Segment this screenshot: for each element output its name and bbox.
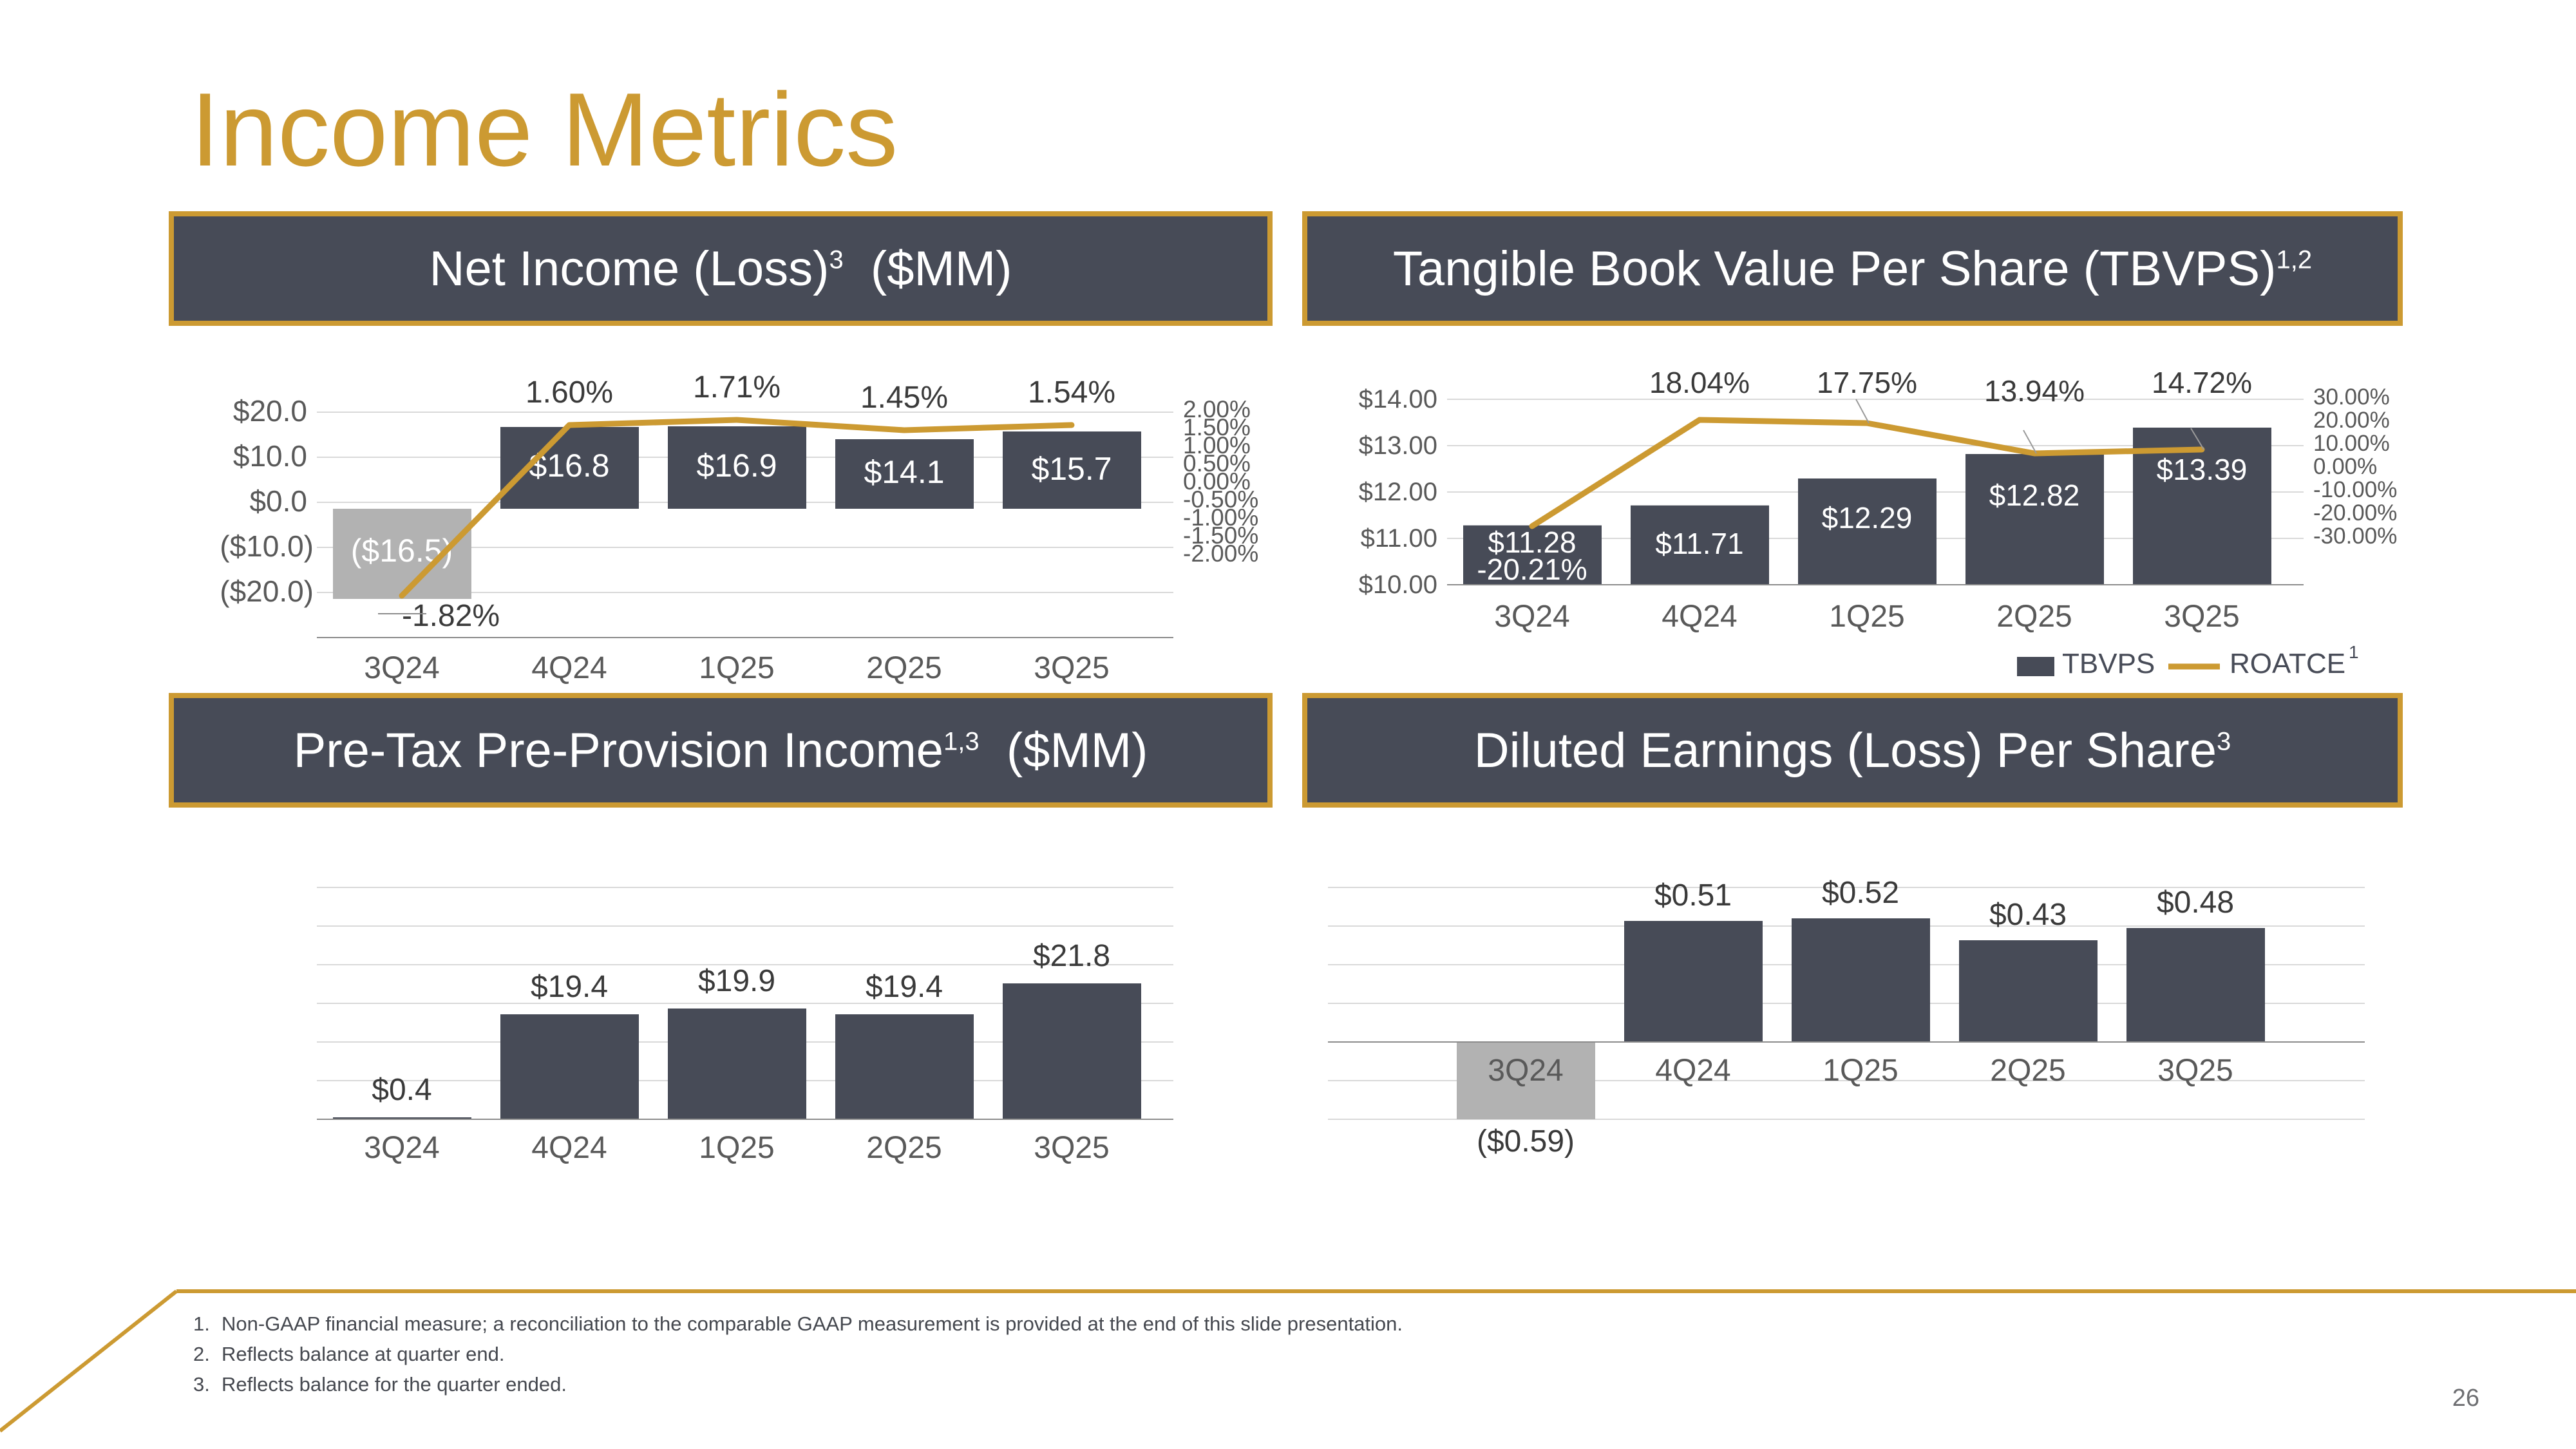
svg-text:18.04%: 18.04% xyxy=(1649,366,1750,399)
svg-text:3Q24: 3Q24 xyxy=(1494,600,1569,634)
svg-text:$16.9: $16.9 xyxy=(696,448,777,484)
svg-text:1.45%: 1.45% xyxy=(860,381,948,415)
svg-text:2Q25: 2Q25 xyxy=(866,651,942,685)
svg-text:$21.8: $21.8 xyxy=(1033,939,1110,973)
svg-text:$0.52: $0.52 xyxy=(1822,876,1899,910)
svg-text:$11.00: $11.00 xyxy=(1361,524,1437,553)
svg-text:3Q25: 3Q25 xyxy=(1034,651,1109,685)
svg-text:$10.00: $10.00 xyxy=(1359,571,1437,599)
svg-text:1.54%: 1.54% xyxy=(1028,375,1115,410)
svg-text:$0.48: $0.48 xyxy=(2157,886,2234,920)
svg-text:1Q25: 1Q25 xyxy=(1829,600,1904,634)
svg-text:1Q25: 1Q25 xyxy=(699,1131,774,1165)
svg-text:($20.0): ($20.0) xyxy=(220,574,314,608)
svg-text:($10.0): ($10.0) xyxy=(220,529,314,563)
svg-text:14.72%: 14.72% xyxy=(2152,366,2252,399)
svg-text:$19.9: $19.9 xyxy=(698,964,775,998)
svg-text:$0.4: $0.4 xyxy=(372,1073,431,1107)
svg-text:$12.29: $12.29 xyxy=(1822,501,1913,535)
svg-text:$11.71: $11.71 xyxy=(1655,527,1743,560)
svg-text:$12.00: $12.00 xyxy=(1359,478,1437,506)
svg-text:17.75%: 17.75% xyxy=(1817,366,1917,399)
svg-text:3Q25: 3Q25 xyxy=(1034,1131,1109,1165)
svg-text:3Q24: 3Q24 xyxy=(364,1131,439,1165)
svg-text:($0.59): ($0.59) xyxy=(1477,1124,1575,1159)
svg-text:4Q24: 4Q24 xyxy=(1655,1054,1730,1088)
svg-text:-20.21%: -20.21% xyxy=(1477,553,1587,586)
svg-text:13.94%: 13.94% xyxy=(1984,374,2085,408)
svg-text:$19.4: $19.4 xyxy=(866,970,943,1004)
svg-text:-2.00%: -2.00% xyxy=(1183,540,1258,567)
svg-text:-10.00%: -10.00% xyxy=(2313,477,2397,502)
svg-text:$13.00: $13.00 xyxy=(1359,431,1437,460)
svg-text:$15.7: $15.7 xyxy=(1031,451,1112,487)
svg-text:1: 1 xyxy=(2349,642,2359,662)
svg-text:TBVPS: TBVPS xyxy=(2062,648,2155,679)
svg-text:20.00%: 20.00% xyxy=(2313,408,2390,433)
svg-text:3Q24: 3Q24 xyxy=(1488,1054,1563,1088)
svg-text:$10.0: $10.0 xyxy=(233,439,307,473)
svg-text:$14.1: $14.1 xyxy=(864,454,944,490)
svg-text:3Q24: 3Q24 xyxy=(364,651,439,685)
svg-text:$0.51: $0.51 xyxy=(1654,878,1732,913)
svg-text:4Q24: 4Q24 xyxy=(531,651,607,685)
svg-text:0.00%: 0.00% xyxy=(2313,454,2377,479)
svg-text:$12.82: $12.82 xyxy=(1989,478,2080,512)
svg-text:3Q25: 3Q25 xyxy=(2164,600,2239,634)
svg-text:30.00%: 30.00% xyxy=(2313,384,2390,410)
svg-text:-30.00%: -30.00% xyxy=(2313,524,2397,549)
svg-text:3Q25: 3Q25 xyxy=(2157,1054,2233,1088)
svg-text:-20.00%: -20.00% xyxy=(2313,500,2397,526)
svg-text:$13.39: $13.39 xyxy=(2157,453,2248,486)
svg-text:$0.43: $0.43 xyxy=(1989,898,2067,932)
svg-text:4Q24: 4Q24 xyxy=(531,1131,607,1165)
svg-text:1Q25: 1Q25 xyxy=(699,651,774,685)
svg-text:2Q25: 2Q25 xyxy=(866,1131,942,1165)
svg-text:10.00%: 10.00% xyxy=(2313,431,2390,456)
svg-text:$19.4: $19.4 xyxy=(531,970,608,1004)
svg-text:ROATCE: ROATCE xyxy=(2230,648,2345,679)
svg-text:1Q25: 1Q25 xyxy=(1823,1054,1898,1088)
svg-text:1.60%: 1.60% xyxy=(526,375,613,410)
svg-text:$14.00: $14.00 xyxy=(1359,385,1437,413)
svg-text:1.71%: 1.71% xyxy=(693,370,781,404)
svg-text:-1.82%: -1.82% xyxy=(402,599,500,633)
svg-text:2Q25: 2Q25 xyxy=(1990,1054,2065,1088)
svg-text:$0.0: $0.0 xyxy=(249,484,307,518)
svg-text:2Q25: 2Q25 xyxy=(1996,600,2072,634)
svg-text:$20.0: $20.0 xyxy=(233,394,307,428)
svg-text:4Q24: 4Q24 xyxy=(1662,600,1737,634)
